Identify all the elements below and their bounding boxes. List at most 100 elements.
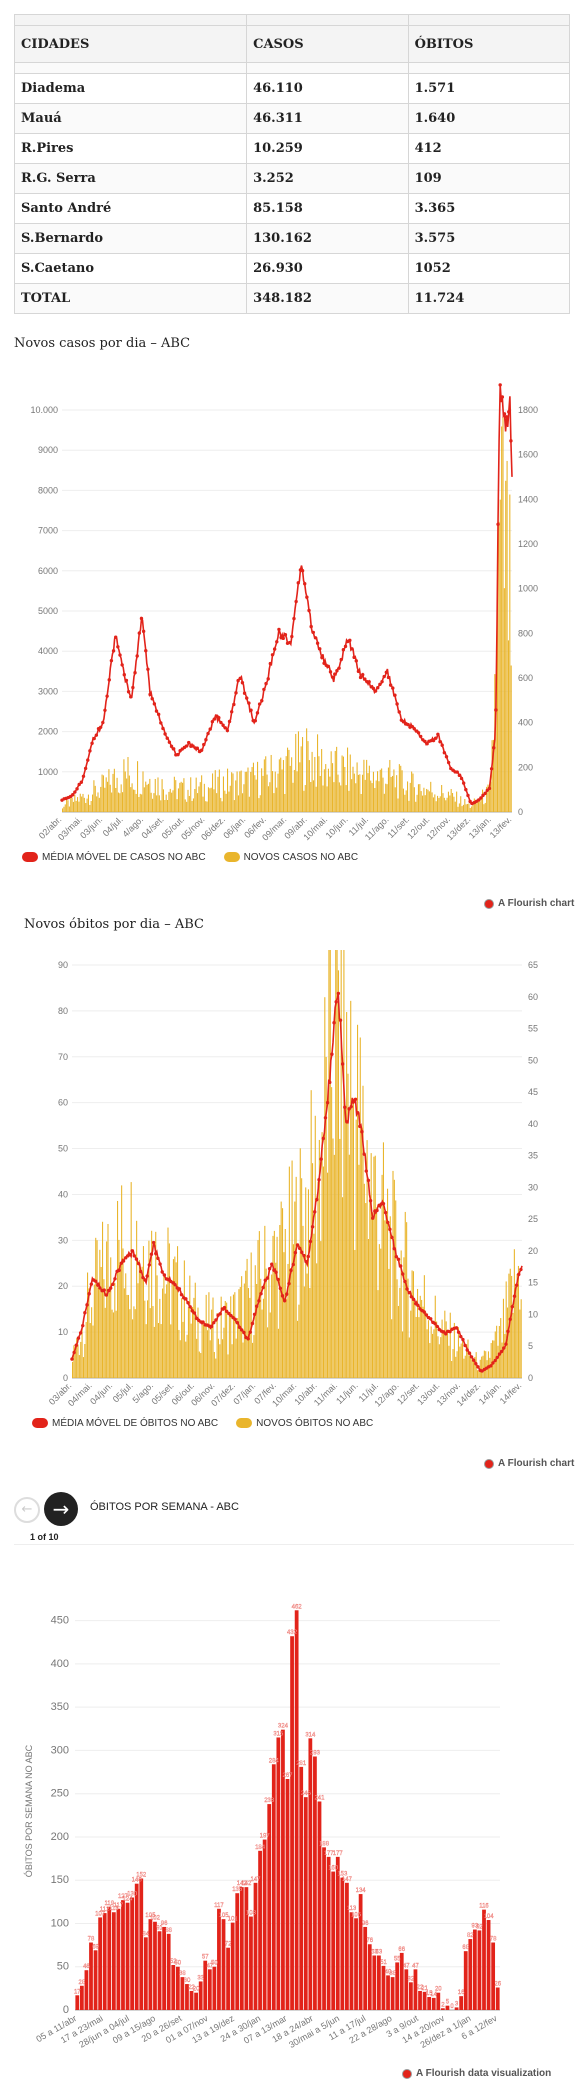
data-label: 32 (408, 1976, 415, 1982)
daily-bar (520, 1299, 522, 1378)
daily-bar (90, 801, 92, 812)
daily-bar (107, 1223, 109, 1378)
next-chart-button[interactable]: → (44, 1492, 78, 1526)
daily-bar (389, 759, 391, 812)
daily-bar (425, 1311, 427, 1378)
bar (340, 1877, 345, 2010)
daily-bar (466, 1344, 468, 1378)
col-header-casos: CASOS (246, 25, 409, 63)
y-right-tick-label: 1400 (518, 494, 538, 504)
daily-bar (270, 754, 272, 812)
daily-bar (511, 1275, 513, 1378)
daily-bar (216, 793, 218, 812)
bar (472, 1929, 477, 2010)
daily-bar (240, 770, 242, 812)
data-label: 47 (206, 1963, 213, 1969)
daily-bar (316, 1263, 318, 1378)
daily-bar (393, 1179, 395, 1378)
bar (212, 1966, 217, 2010)
data-label: 315 (273, 1731, 284, 1737)
daily-bar (392, 775, 394, 812)
daily-bar (292, 782, 294, 812)
daily-bar (121, 1185, 123, 1378)
bar (290, 1636, 294, 2010)
daily-bar (87, 1272, 89, 1378)
data-label: 106 (351, 1912, 362, 1918)
daily-bar (482, 1355, 484, 1378)
daily-bar (168, 791, 170, 812)
daily-bar (363, 1183, 365, 1378)
flourish-credit[interactable]: A Flourish chart (484, 1458, 574, 1469)
bar (326, 1856, 331, 2010)
daily-bar (416, 794, 418, 812)
flourish-logo-icon (402, 2068, 412, 2079)
daily-bars (62, 416, 512, 812)
bar (454, 2007, 459, 2010)
daily-bar (254, 775, 256, 812)
y-left-tick-label: 90 (58, 960, 68, 970)
daily-bar (423, 787, 425, 812)
y-left-tick-label: 1000 (38, 767, 58, 777)
daily-bar (453, 796, 455, 812)
daily-bar (502, 1298, 504, 1378)
daily-bar (102, 775, 104, 812)
daily-bar (224, 1301, 226, 1378)
daily-bar (162, 789, 164, 812)
daily-bar (402, 1331, 404, 1378)
daily-bar (399, 1287, 401, 1378)
y-left-tick-label: 8000 (38, 485, 58, 495)
daily-bar (108, 769, 110, 812)
daily-bar (200, 1353, 202, 1378)
daily-bar (467, 1339, 469, 1378)
cases-chart: 10002000300040005000600070008000900010.0… (30, 383, 538, 843)
daily-bar (115, 1310, 117, 1378)
daily-bar (519, 1309, 521, 1378)
flourish-logo-icon (484, 1458, 494, 1469)
daily-bar (237, 1318, 239, 1378)
bar (189, 1990, 194, 2010)
x-tick-label: 13/jan. (467, 814, 493, 840)
y-right-tick-label: 5 (528, 1341, 533, 1351)
daily-bar (78, 1355, 80, 1378)
daily-bar (384, 1220, 386, 1378)
daily-bar (440, 1337, 442, 1378)
daily-bar (463, 1358, 465, 1378)
daily-bar (180, 781, 182, 812)
bar (431, 1997, 436, 2010)
bar (75, 1995, 80, 2010)
bar (299, 1766, 304, 2010)
daily-bar (93, 780, 95, 812)
prev-chart-button[interactable]: ← (14, 1497, 40, 1523)
chart1-title: Novos casos por dia – ABC (14, 336, 191, 351)
daily-bar (350, 1000, 352, 1378)
daily-bar (476, 799, 478, 812)
daily-bar (199, 782, 201, 812)
daily-bar (149, 778, 151, 812)
cell-city: Mauá (13, 103, 248, 134)
daily-bar (484, 802, 486, 812)
bar (477, 1930, 482, 2010)
daily-bar (359, 774, 361, 812)
daily-bar (261, 768, 263, 812)
flourish-credit[interactable]: A Flourish chart (484, 898, 574, 909)
daily-bar (492, 739, 494, 812)
daily-bar (337, 970, 339, 1378)
y-right-tick-label: 1000 (518, 584, 538, 594)
daily-bar (209, 788, 211, 812)
data-label: 116 (479, 1904, 489, 1910)
legend-item-moving-avg-cases: MÉDIA MÓVEL DE CASOS NO ABC (22, 852, 206, 863)
data-label: 314 (305, 1732, 316, 1738)
daily-bar (502, 416, 504, 812)
daily-bar (468, 803, 470, 812)
bar (130, 1897, 135, 2010)
daily-bar (374, 787, 376, 812)
bar (349, 1912, 354, 2010)
daily-bar (344, 1107, 346, 1378)
pager-title: ÓBITOS POR SEMANA - ABC (90, 1501, 239, 1513)
daily-bar (219, 1344, 221, 1378)
daily-bar (122, 792, 124, 812)
y-right-tick-label: 30 (528, 1182, 538, 1192)
daily-bar (458, 803, 460, 812)
flourish-credit[interactable]: A Flourish data visualization (402, 2068, 551, 2079)
daily-bar (377, 771, 379, 812)
